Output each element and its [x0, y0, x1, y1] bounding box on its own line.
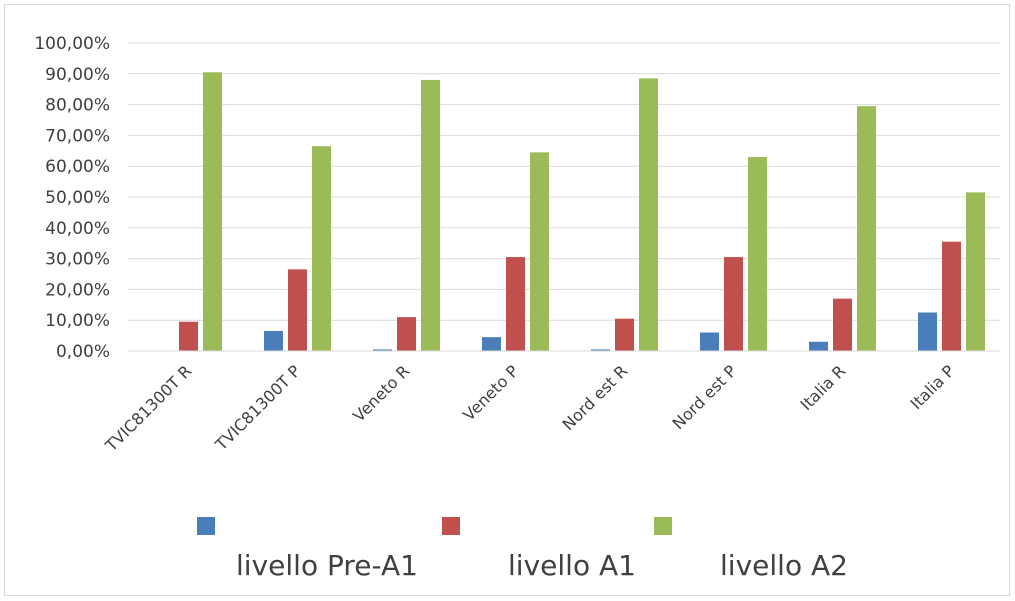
bar-2-5	[615, 318, 634, 351]
y-axis-tick-labels: 0,00% 10,00% 20,00% 30,00% 40,00% 50,00% 60,00…	[34, 34, 110, 362]
bar-3-7	[857, 106, 876, 351]
bar-3-2	[312, 146, 331, 351]
x-category-label: Veneto P	[459, 361, 522, 424]
bar-2-6	[724, 257, 743, 351]
x-category-label: Nord est P	[669, 361, 741, 433]
legend-label: livello A2	[720, 549, 848, 582]
x-category-label: Nord est R	[559, 361, 632, 434]
legend: livello Pre-A1 livello A1 livello A2	[197, 517, 848, 582]
x-category-label: Veneto R	[349, 361, 413, 425]
x-category-label: Italia P	[907, 361, 959, 413]
legend-swatch	[442, 517, 460, 535]
bar-2-4	[506, 257, 525, 351]
legend-label: livello A1	[508, 549, 636, 582]
bars	[179, 72, 985, 352]
x-category-label: Italia R	[797, 361, 850, 414]
bar-3-3	[421, 79, 440, 352]
y-tick-label: 60,00%	[45, 157, 110, 177]
x-category-label: TVIC81300T P	[211, 361, 305, 455]
legend-swatch	[197, 517, 215, 535]
bar-3-1	[203, 72, 222, 351]
legend-label: livello Pre-A1	[236, 549, 418, 582]
y-tick-label: 80,00%	[45, 96, 110, 116]
bar-1-8	[918, 312, 937, 351]
x-category-label: TVIC81300T R	[101, 361, 195, 455]
bar-3-6	[748, 156, 767, 351]
y-tick-label: 40,00%	[45, 219, 110, 239]
y-tick-label: 20,00%	[45, 280, 110, 300]
y-tick-label: 100,00%	[34, 34, 110, 54]
bar-1-2	[264, 330, 283, 351]
bar-1-5	[591, 349, 610, 351]
x-axis-category-labels: TVIC81300T R TVIC81300T P Veneto R Veneto P…	[101, 361, 959, 456]
y-tick-label: 90,00%	[45, 65, 110, 85]
bar-2-2	[288, 269, 307, 351]
y-tick-label: 50,00%	[45, 188, 110, 208]
bar-2-1	[179, 321, 198, 351]
y-tick-label: 0,00%	[56, 342, 110, 362]
y-tick-label: 70,00%	[45, 126, 110, 146]
gridlines	[128, 42, 1000, 321]
bar-2-3	[397, 317, 416, 351]
bar-1-7	[809, 341, 828, 351]
bar-2-8	[942, 241, 961, 351]
bar-1-6	[700, 332, 719, 351]
legend-swatch	[654, 517, 672, 535]
bar-1-3	[373, 349, 392, 351]
y-tick-label: 30,00%	[45, 250, 110, 270]
bar-3-5	[639, 78, 658, 352]
bar-1-4	[482, 337, 501, 351]
y-tick-label: 10,00%	[45, 311, 110, 331]
bar-2-7	[833, 298, 852, 351]
bar-3-8	[966, 192, 985, 351]
bar-3-4	[530, 152, 549, 351]
